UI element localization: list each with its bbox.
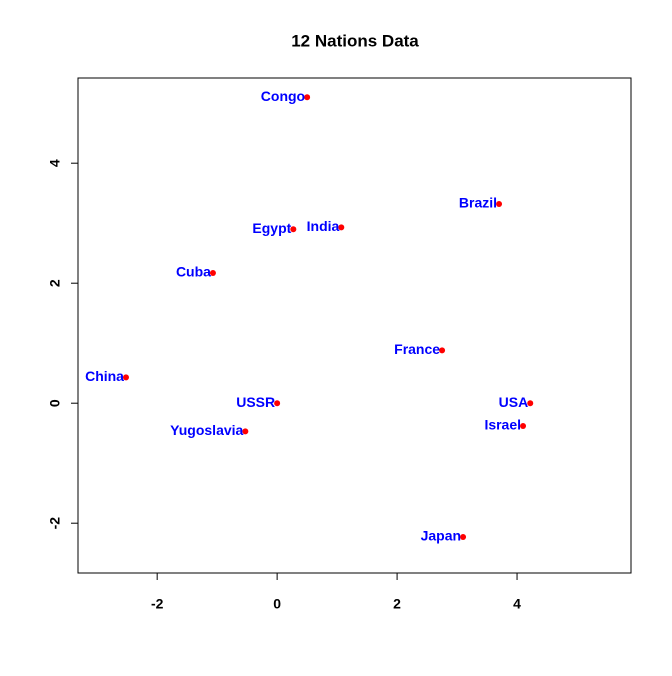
point [122, 374, 129, 381]
y-tick-label: -2 [47, 517, 63, 530]
point-label: Egypt [252, 220, 291, 236]
point [209, 270, 216, 276]
point-label: USA [499, 394, 529, 410]
point [460, 534, 467, 540]
point [242, 428, 249, 435]
x-tick-label: 4 [513, 596, 521, 612]
x-tick-label: 0 [273, 596, 281, 612]
point-label: Congo [261, 88, 305, 104]
x-tick-label: 2 [393, 596, 401, 612]
point [520, 423, 527, 429]
y-tick-label: 4 [47, 159, 63, 167]
point [290, 226, 297, 233]
point [338, 224, 345, 231]
point-label: Cuba [176, 264, 211, 280]
plot-frame [77, 77, 632, 574]
point [274, 400, 281, 407]
point-label: France [394, 341, 440, 357]
point-label: Israel [484, 417, 521, 433]
point [496, 201, 503, 207]
y-tick-label: 0 [47, 399, 63, 407]
x-tick-label: -2 [151, 596, 164, 612]
point [304, 94, 311, 101]
chart-title: 12 Nations Data [291, 31, 419, 50]
point-label: Yugoslavia [170, 422, 243, 438]
point-label: Brazil [459, 195, 497, 211]
point-label: Japan [421, 528, 461, 544]
point-label: China [85, 368, 124, 384]
point-label: India [307, 218, 340, 234]
point-label: USSR [236, 394, 275, 410]
point [439, 347, 446, 354]
point [527, 400, 534, 407]
y-tick-label: 2 [47, 279, 63, 287]
